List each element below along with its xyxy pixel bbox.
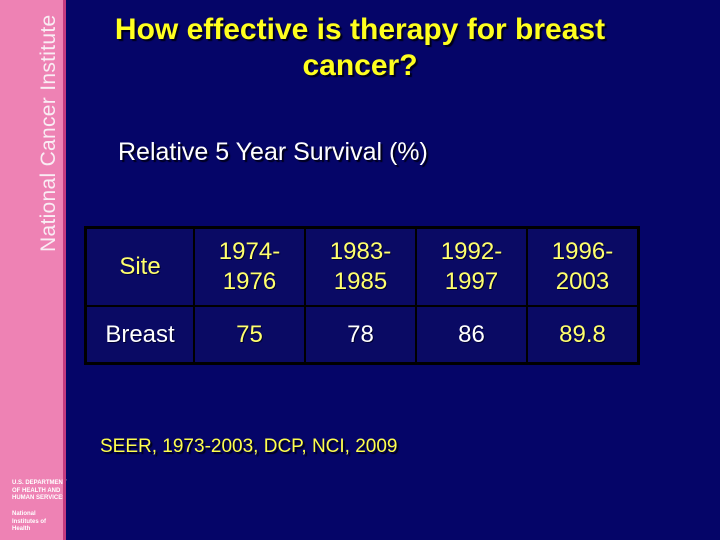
hhs-department-label: U.S. DEPARTMENT OF HEALTH AND HUMAN SERV…	[12, 480, 67, 501]
col-header-1992-1997: 1992- 1997	[415, 226, 528, 307]
nci-brand-sidebar: National Cancer Institute U.S. DEPARTMEN…	[0, 0, 67, 540]
cell-breast-1974-1976: 75	[193, 305, 306, 365]
source-citation: SEER, 1973-2003, DCP, NCI, 2009	[100, 436, 398, 457]
slide-subtitle: Relative 5 Year Survival (%)	[118, 138, 428, 166]
col-header-1983-1985: 1983- 1985	[304, 226, 417, 307]
cell-breast-1983-1985: 78	[304, 305, 417, 365]
table-row-breast: Breast 75 78 86 89.8	[84, 305, 640, 365]
col-header-1996-2003: 1996- 2003	[526, 226, 640, 307]
table-header-row: Site 1974- 1976 1983- 1985 1992- 1997 19…	[84, 226, 640, 307]
col-header-site: Site	[84, 226, 195, 307]
col-header-1974-1976: 1974- 1976	[193, 226, 306, 307]
cell-breast-1996-2003: 89.8	[526, 305, 640, 365]
sidebar-divider	[63, 0, 66, 540]
row-label-breast: Breast	[84, 305, 195, 365]
cell-breast-1992-1997: 86	[415, 305, 528, 365]
survival-table: Site 1974- 1976 1983- 1985 1992- 1997 19…	[84, 226, 640, 365]
slide-title: How effective is therapy for breast canc…	[114, 13, 606, 82]
nci-brand-vertical-text: National Cancer Institute	[37, 14, 60, 252]
nih-institutes-label: National Institutes of Health	[12, 511, 46, 532]
